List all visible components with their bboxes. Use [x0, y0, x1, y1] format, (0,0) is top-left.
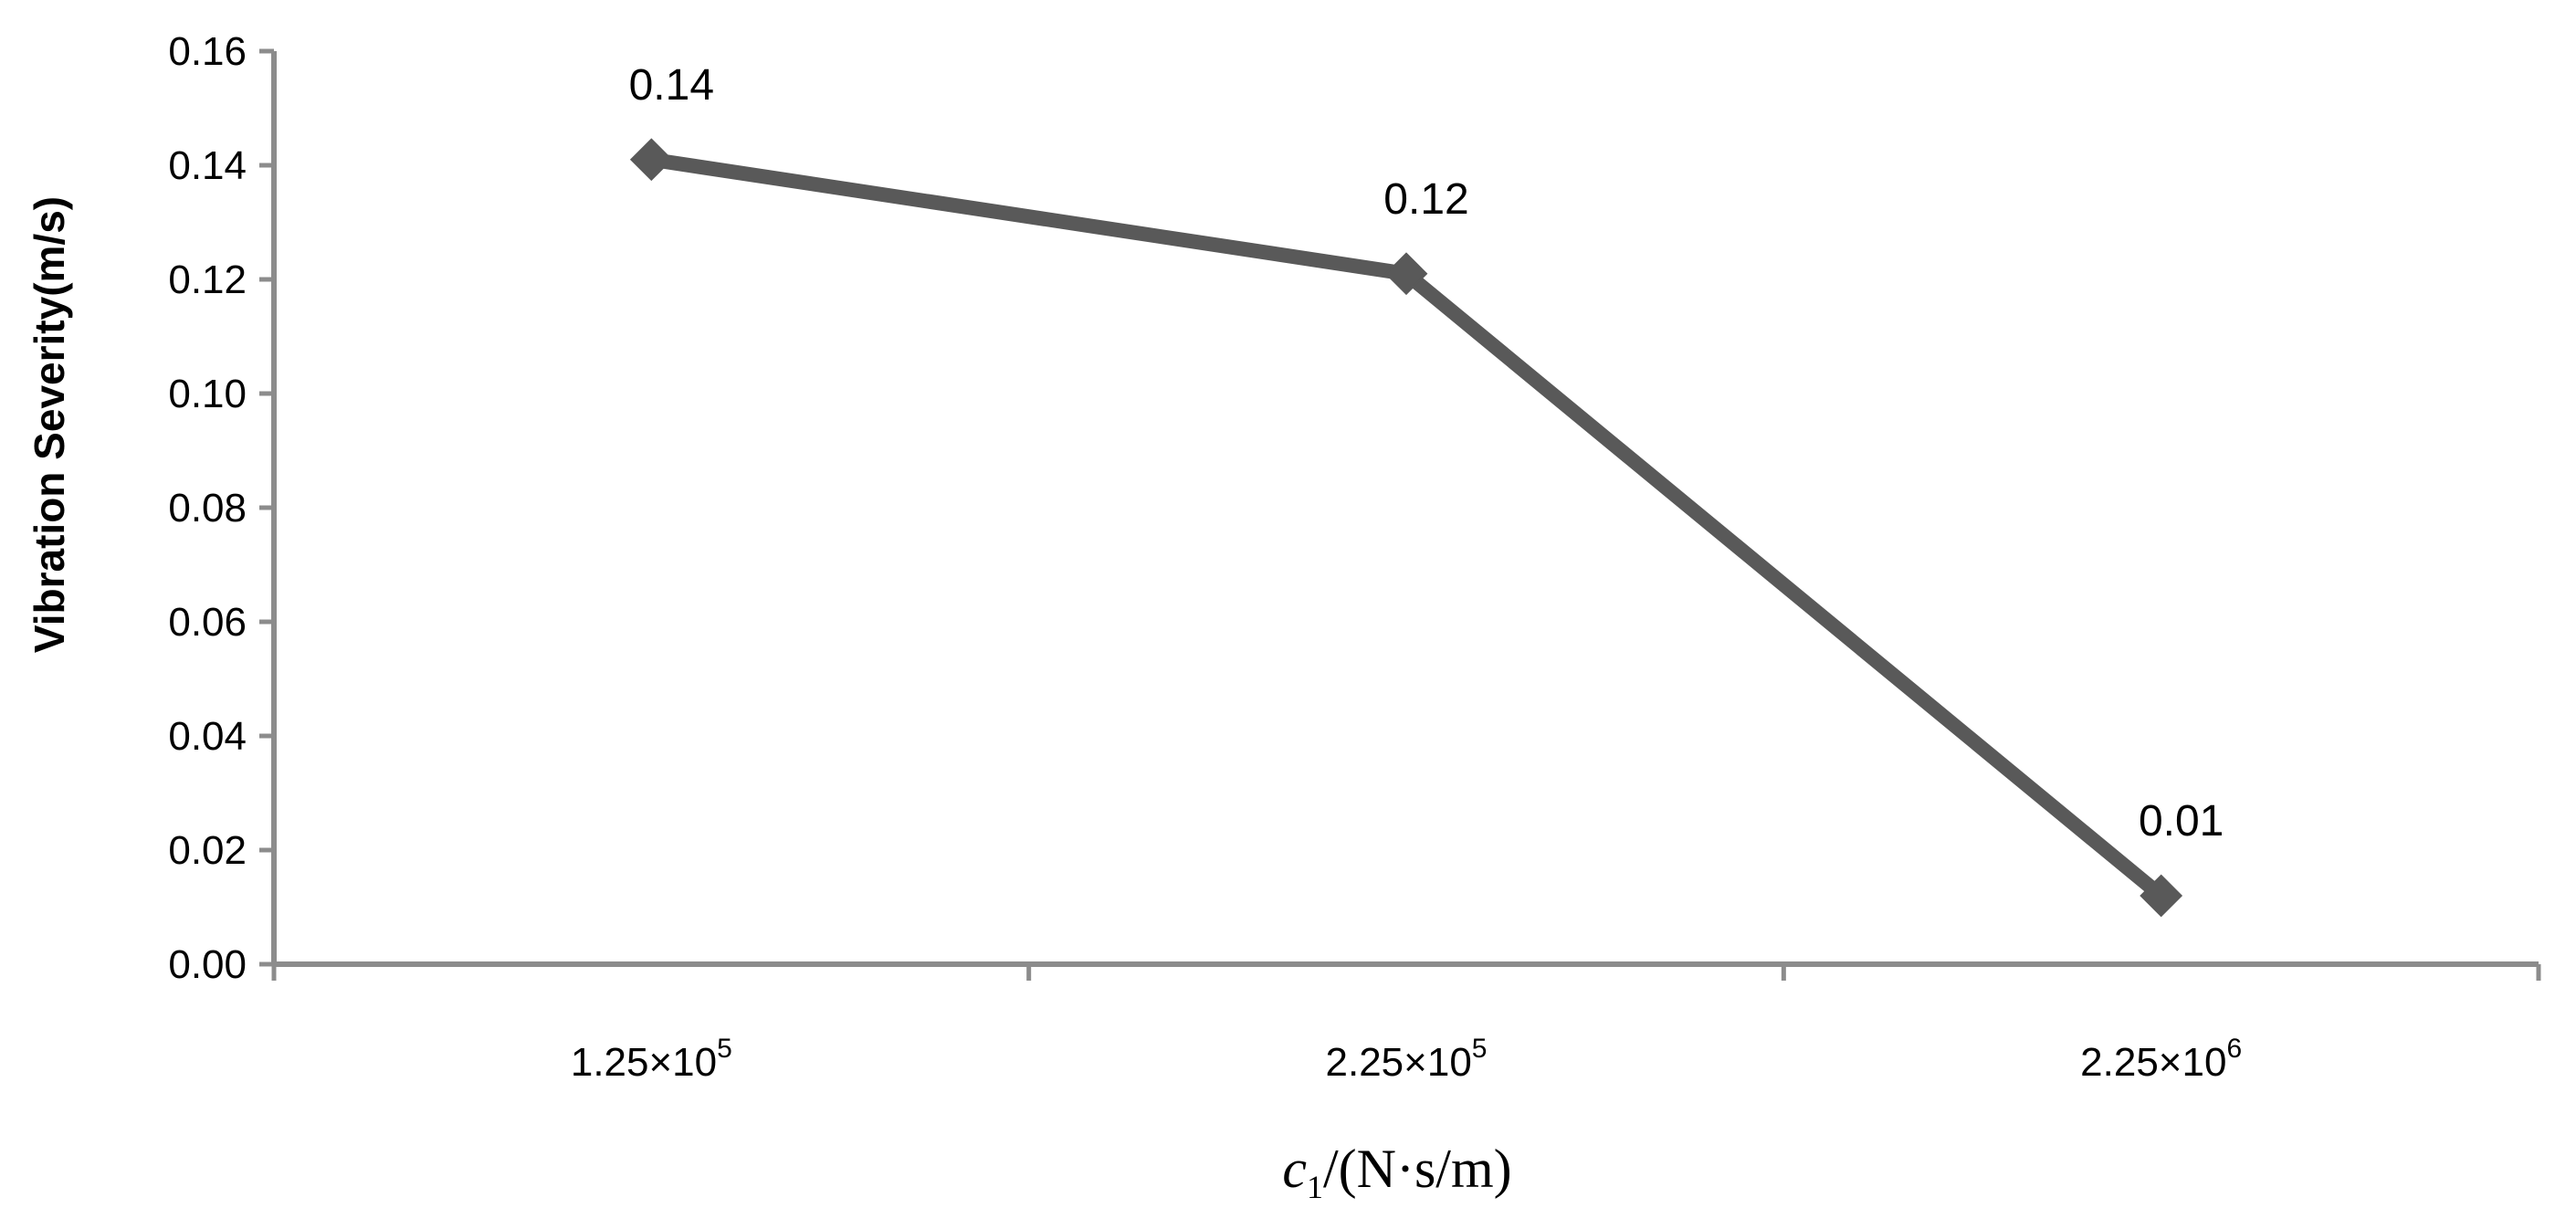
y-tick-label: 0.16 — [168, 29, 247, 74]
data-point-marker — [2140, 874, 2183, 918]
x-axis-label: c1/(N·s/m) — [1282, 1139, 1511, 1205]
y-tick-label: 0.02 — [168, 828, 247, 873]
y-tick-label: 0.14 — [168, 143, 247, 188]
x-axis: 1.25×105 2.25×105 2.25×106 — [271, 961, 2541, 1085]
x-tick-label: 2.25×105 — [1326, 1034, 1488, 1085]
series-group: 0.14 0.12 0.01 — [629, 61, 2224, 918]
x-axis-label-unit: /(N·s/m) — [1323, 1139, 1512, 1199]
data-label: 0.12 — [1383, 175, 1468, 224]
y-tick-label: 0.12 — [168, 257, 247, 302]
data-label: 0.01 — [2139, 797, 2224, 846]
data-point-marker — [1384, 252, 1428, 296]
y-axis: 0.00 0.02 0.04 0.06 0.08 0.10 0.12 0.14 0.16 — [168, 29, 277, 987]
x-axis-label-sub: 1 — [1307, 1169, 1323, 1205]
x-tick-label: 1.25×105 — [571, 1034, 732, 1085]
x-tick-label: 2.25×106 — [2080, 1034, 2242, 1085]
data-label: 0.14 — [629, 61, 714, 110]
data-point-marker — [629, 138, 673, 182]
y-tick-label: 0.04 — [168, 714, 247, 759]
y-tick-label: 0.10 — [168, 372, 247, 416]
y-tick-label: 0.06 — [168, 600, 247, 645]
y-tick-label: 0.00 — [168, 942, 247, 987]
y-tick-label: 0.08 — [168, 486, 247, 530]
y-axis-label: Vibration Severity(m/s) — [26, 196, 73, 653]
x-axis-label-var: c — [1282, 1139, 1307, 1199]
